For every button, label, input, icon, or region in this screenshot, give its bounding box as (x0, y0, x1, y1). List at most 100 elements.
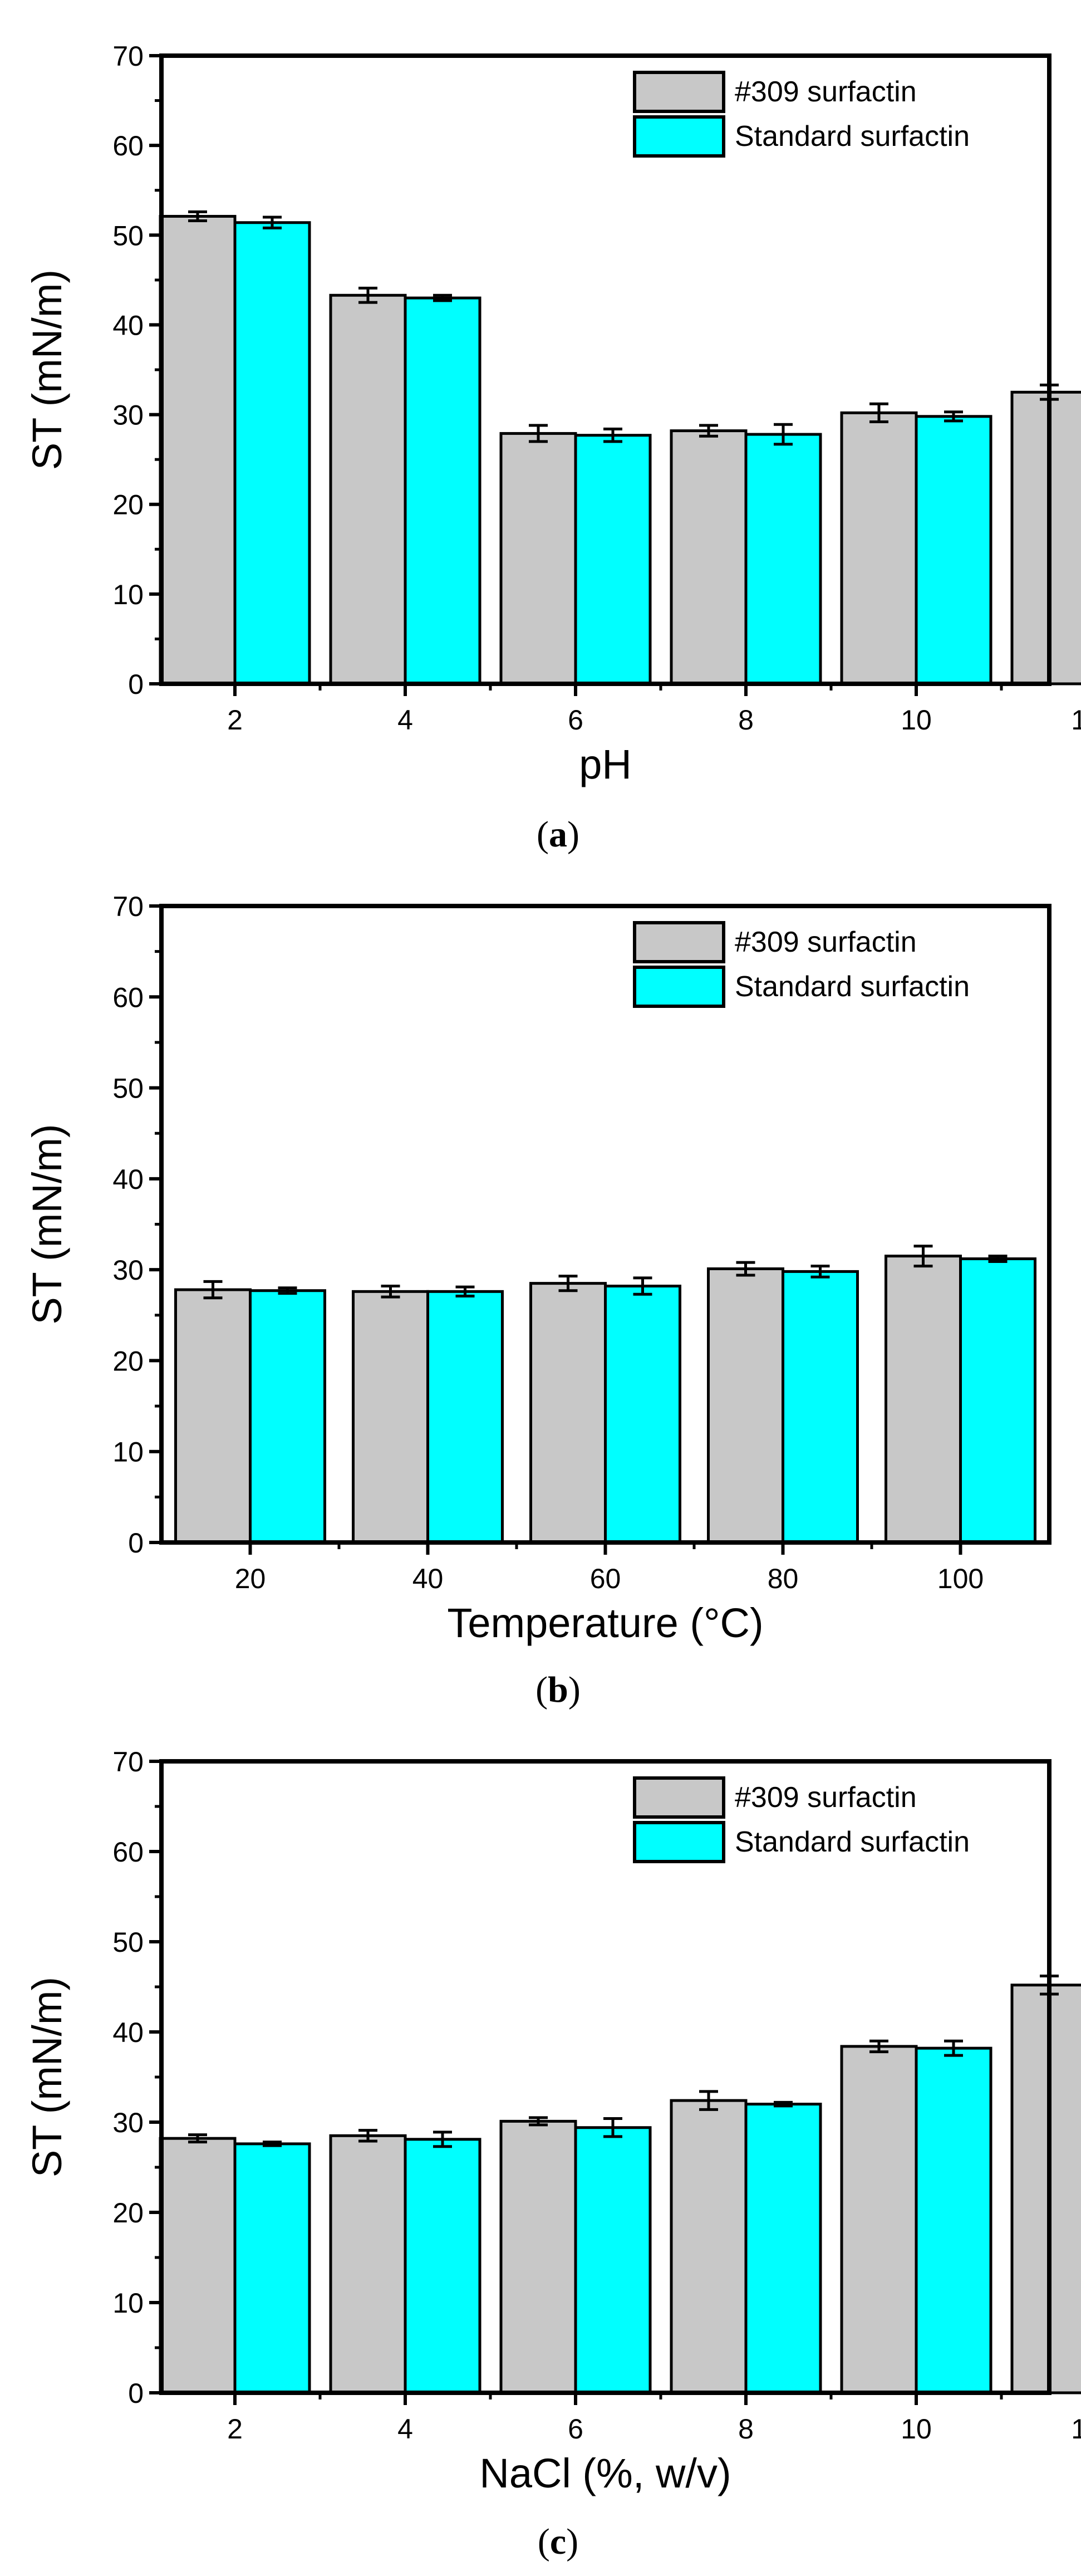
error-bar-standard-2 (263, 2141, 282, 2147)
legend-label: #309 surfactin (735, 76, 917, 108)
y-axis-title: ST (mN/m) (24, 1977, 70, 2177)
x-tick-label: 2 (227, 704, 243, 736)
y-tick-label: 40 (112, 2017, 144, 2048)
y-tick-label: 70 (112, 41, 144, 72)
y-tick-label: 60 (112, 982, 144, 1013)
legend-label: #309 surfactin (735, 926, 917, 958)
error-bar-309-4 (358, 286, 377, 304)
bar-standard-10 (915, 415, 992, 685)
error-bar-309-20 (203, 1280, 223, 1300)
bar-standard-6 (574, 434, 652, 685)
error-bar-standard-8 (774, 2100, 793, 2108)
panel-caption: (a) (537, 814, 579, 855)
x-tick-label: 6 (568, 704, 583, 736)
bar-standard-10 (915, 2046, 992, 2394)
chart-panel-b: 0 10 20 30 40 50 60 70 20 40 60 80 100 Temperature (°… (24, 891, 1051, 1710)
legend-label: Standard surfactin (735, 971, 970, 1003)
bar-309-12 (1010, 1984, 1081, 2394)
bar-309-10 (840, 411, 918, 685)
y-tick-label: 30 (112, 400, 144, 431)
error-bar-standard-6 (603, 2117, 622, 2138)
y-axis-title: ST (mN/m) (24, 270, 70, 470)
y-tick-label: 70 (112, 891, 144, 922)
bar-standard-2 (233, 2142, 311, 2394)
bar-309-2 (159, 214, 237, 685)
x-tick-label: 20 (235, 1563, 266, 1594)
bar-309-40 (352, 1290, 429, 1544)
legend-swatch-309 (633, 71, 725, 113)
bar-309-8 (670, 2099, 748, 2394)
legend-swatch-standard (633, 115, 725, 158)
legend-label: #309 surfactin (735, 1781, 917, 1814)
bar-309-12 (1010, 390, 1081, 685)
legend-swatch-standard (633, 966, 725, 1008)
error-bar-309-60 (558, 1275, 578, 1292)
legend-swatch-standard (633, 1821, 725, 1863)
bar-standard-2 (233, 221, 311, 685)
error-bar-309-2 (188, 2133, 207, 2144)
x-tick-label: 80 (768, 1563, 799, 1594)
error-bar-standard-100 (988, 1255, 1008, 1263)
chart-panel-c: 0 10 20 30 40 50 60 70 2 4 6 8 10 12 NaCl (%, w/v) ST (… (24, 1746, 1081, 2562)
x-tick-label: 100 (937, 1563, 984, 1594)
y-tick-label: 40 (112, 310, 144, 341)
y-tick-label: 10 (112, 1437, 144, 1468)
y-tick-label: 60 (112, 130, 144, 161)
y-tick-label: 50 (112, 220, 144, 251)
bar-309-4 (329, 2134, 407, 2394)
y-tick-label: 20 (112, 489, 144, 521)
x-axis-title: NaCl (%, w/v) (479, 2450, 731, 2496)
bar-309-20 (174, 1288, 252, 1544)
legend: #309 surfactin Standard surfactin (633, 921, 970, 1008)
error-bar-309-80 (736, 1261, 755, 1277)
bar-309-10 (840, 2045, 918, 2394)
error-bar-309-2 (188, 210, 207, 223)
y-tick-label: 70 (112, 1746, 144, 1777)
error-bar-standard-10 (944, 410, 963, 423)
x-tick-label: 2 (227, 2413, 243, 2445)
x-axis-title: pH (579, 741, 632, 787)
x-axis-title: Temperature (°C) (447, 1600, 763, 1646)
legend-label: Standard surfactin (735, 120, 970, 153)
error-bar-309-40 (381, 1285, 400, 1299)
panel-caption: (c) (538, 2521, 578, 2562)
bar-standard-8 (744, 2103, 822, 2394)
legend-swatch-309 (633, 921, 725, 963)
y-tick-label: 50 (112, 1927, 144, 1958)
y-tick-label: 60 (112, 1836, 144, 1868)
y-tick-label: 40 (112, 1164, 144, 1195)
bar-309-6 (499, 432, 577, 685)
x-tick-label: 4 (397, 2413, 413, 2445)
y-tick-label: 30 (112, 2107, 144, 2138)
error-bar-309-6 (529, 424, 548, 443)
bar-309-6 (499, 2119, 577, 2394)
error-bar-standard-2 (263, 216, 282, 229)
x-tick-label: 6 (568, 2413, 583, 2445)
bar-309-60 (529, 1282, 607, 1544)
bar-standard-40 (426, 1290, 504, 1544)
bar-309-80 (707, 1267, 784, 1544)
error-bar-standard-4 (433, 2131, 452, 2148)
error-bar-309-8 (699, 424, 718, 438)
bar-standard-100 (959, 1257, 1036, 1544)
bar-309-4 (329, 293, 407, 685)
error-bar-standard-20 (278, 1286, 297, 1295)
y-tick-label: 0 (128, 669, 144, 700)
error-bar-309-8 (699, 2090, 718, 2111)
x-tick-label: 60 (590, 1563, 621, 1594)
x-tick-label: 4 (397, 704, 413, 736)
error-bar-standard-6 (603, 427, 622, 443)
bar-standard-6 (574, 2126, 652, 2394)
bar-309-2 (159, 2137, 237, 2394)
error-bar-309-10 (869, 2039, 888, 2054)
legend: #309 surfactin Standard surfactin (633, 1776, 970, 1863)
y-tick-label: 30 (112, 1255, 144, 1286)
error-bar-standard-4 (433, 293, 452, 302)
x-tick-label: 10 (901, 704, 932, 736)
legend: #309 surfactin Standard surfactin (633, 71, 970, 158)
bar-standard-4 (404, 2138, 481, 2394)
bar-standard-20 (249, 1289, 326, 1544)
x-tick-label: 12 (1071, 2413, 1081, 2445)
y-tick-label: 20 (112, 2197, 144, 2229)
